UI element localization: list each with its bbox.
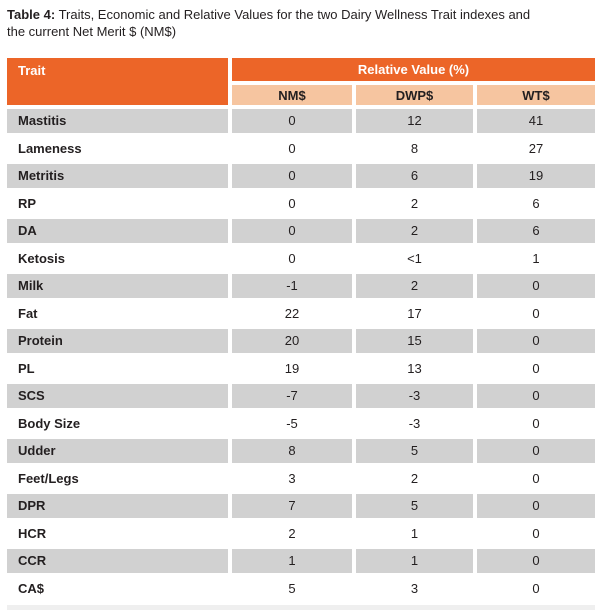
value-cell-nm: -1 <box>232 274 352 298</box>
value-cell-nm: 8 <box>232 439 352 463</box>
value-cell-dwp: 2 <box>356 274 473 298</box>
value-cell-wt: 0 <box>477 549 595 573</box>
trait-cell: Fat <box>18 305 38 321</box>
column-header-dwp: DWP$ <box>356 85 473 105</box>
value-cell-dwp: 17 <box>407 305 422 321</box>
trait-cell: CA$ <box>18 580 45 596</box>
value-cell-wt: 0 <box>532 580 540 596</box>
value-cell-nm: 0 <box>232 219 352 243</box>
value-cell-dwp: 15 <box>356 329 473 353</box>
value-cell-wt: 0 <box>532 305 540 321</box>
value-cell-nm: 7 <box>232 494 352 518</box>
value-cell-dwp: 5 <box>356 494 473 518</box>
column-header-wt: WT$ <box>477 85 595 105</box>
value-cell-wt: 0 <box>532 360 540 376</box>
value-cell-dwp: 12 <box>356 109 473 133</box>
value-cell-wt: 0 <box>477 274 595 298</box>
trait-cell: Lameness <box>18 140 82 156</box>
value-cell-dwp: 5 <box>356 439 473 463</box>
value-cell-nm: 0 <box>288 140 296 156</box>
trait-cell: Protein <box>7 329 228 353</box>
value-cell-nm: -7 <box>232 384 352 408</box>
value-cell-dwp: 13 <box>407 360 422 376</box>
value-cell-dwp: 3 <box>410 580 419 596</box>
value-cell-wt: 6 <box>477 219 595 243</box>
value-cell-wt: 0 <box>532 470 540 486</box>
value-cell-dwp: -3 <box>408 415 421 431</box>
trait-cell: Ketosis <box>18 250 65 266</box>
trait-cell: SCS <box>7 384 228 408</box>
column-header-nm: NM$ <box>232 85 352 105</box>
value-cell-wt: 0 <box>532 415 540 431</box>
value-cell-dwp: 6 <box>356 164 473 188</box>
trait-cell: Body Size <box>18 415 81 431</box>
trait-cell: PL <box>18 360 35 376</box>
trait-cell: Mastitis <box>7 109 228 133</box>
value-cell-nm: 3 <box>288 470 296 486</box>
trait-cell: DPR <box>7 494 228 518</box>
trait-cell: Udder <box>7 439 228 463</box>
value-cell-nm: 2 <box>288 525 296 541</box>
trait-cell: DA <box>7 219 228 243</box>
value-cell-nm: 0 <box>288 250 296 266</box>
value-cell-dwp: 1 <box>410 525 419 541</box>
value-cell-dwp: 2 <box>410 195 419 211</box>
value-cell-dwp: 1 <box>356 549 473 573</box>
value-cell-nm: 5 <box>288 580 296 596</box>
value-cell-wt: 6 <box>532 195 540 211</box>
value-cell-nm: -5 <box>286 415 298 431</box>
trait-cell: HCR <box>18 525 47 541</box>
value-cell-dwp: -3 <box>356 384 473 408</box>
value-cell-nm: 19 <box>284 360 300 376</box>
value-cell-dwp: 2 <box>410 470 419 486</box>
value-cell-wt: 1 <box>532 250 540 266</box>
group-header-relative-value: Relative Value (%) <box>232 58 595 81</box>
trait-cell: Metritis <box>7 164 228 188</box>
value-cell-wt: 19 <box>477 164 595 188</box>
value-cell-nm: 22 <box>284 305 300 321</box>
value-cell-wt: 0 <box>477 329 595 353</box>
value-cell-dwp: <1 <box>407 250 422 266</box>
caption-line1: Table 4: Traits, Economic and Relative V… <box>7 6 593 23</box>
value-cell-nm: 0 <box>232 109 352 133</box>
caption-label: Table 4: <box>7 7 56 22</box>
value-cell-wt: 0 <box>477 384 595 408</box>
value-cell-wt: 0 <box>477 439 595 463</box>
caption-text-1: Traits, Economic and Relative Values for… <box>58 7 531 22</box>
caption-line2: the current Net Merit $ (NM$) <box>7 24 177 39</box>
value-cell-wt: 0 <box>532 525 540 541</box>
value-cell-wt: 0 <box>477 494 595 518</box>
traits-table: Trait Relative Value (%) NM$ DWP$ WT$ Ma… <box>7 58 595 600</box>
trait-cell: Milk <box>7 274 228 298</box>
table-caption: Table 4: Traits, Economic and Relative V… <box>7 6 593 40</box>
value-cell-wt: 41 <box>477 109 595 133</box>
trait-cell: Feet/Legs <box>18 470 79 486</box>
trait-cell: CCR <box>7 549 228 573</box>
value-cell-nm: 0 <box>232 164 352 188</box>
value-cell-wt: 27 <box>528 140 544 156</box>
value-cell-dwp: 2 <box>356 219 473 243</box>
value-cell-dwp: 8 <box>410 140 419 156</box>
value-cell-nm: 0 <box>288 195 296 211</box>
column-header-trait: Trait <box>7 58 228 105</box>
value-cell-nm: 20 <box>232 329 352 353</box>
cropped-next-row-strip <box>7 605 595 610</box>
trait-cell: RP <box>18 195 37 211</box>
value-cell-nm: 1 <box>232 549 352 573</box>
